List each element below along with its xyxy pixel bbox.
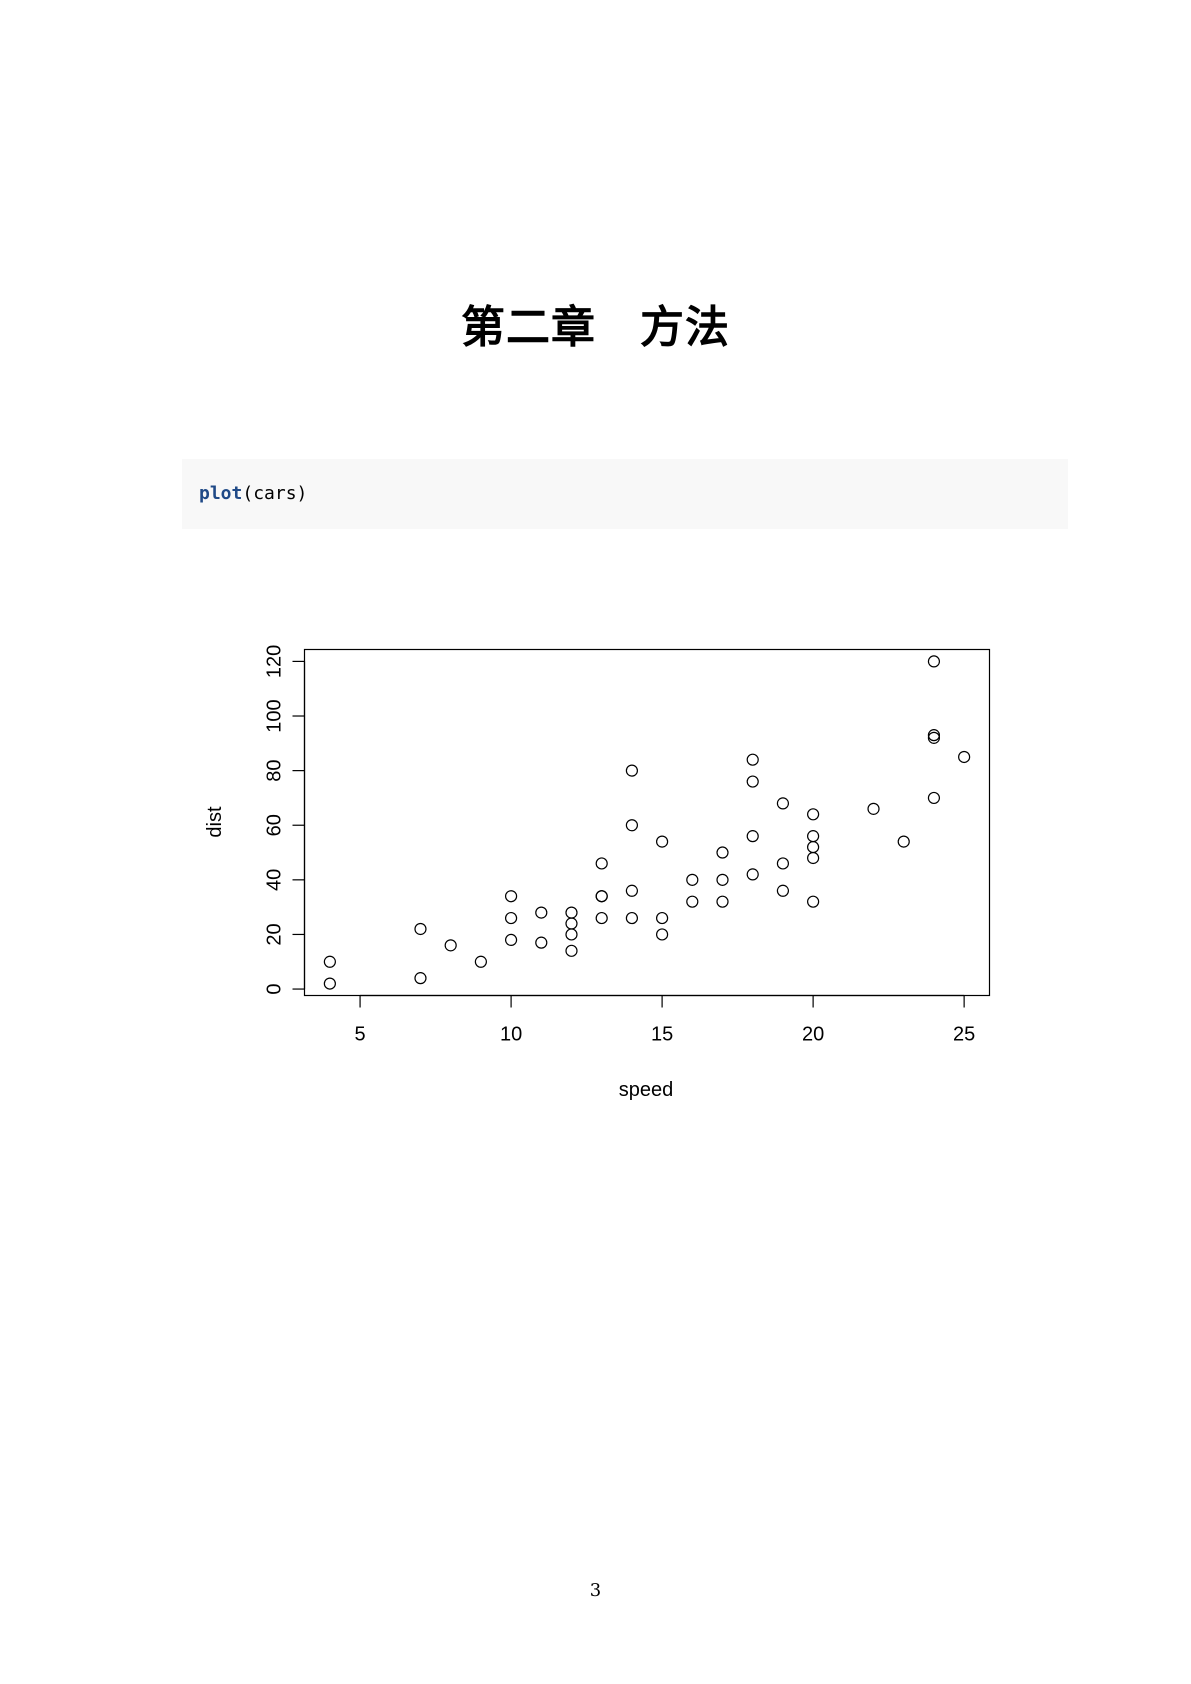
data-point <box>656 835 669 848</box>
code-function: plot <box>199 483 243 504</box>
data-point <box>504 890 518 903</box>
y-tick-label: 0 <box>264 983 286 994</box>
data-point <box>535 936 548 949</box>
data-point <box>807 808 820 821</box>
data-point <box>414 972 427 985</box>
data-point <box>565 917 578 930</box>
y-tick-label: 40 <box>264 869 286 891</box>
data-point <box>595 890 608 903</box>
data-point <box>504 911 518 925</box>
chapter-name: 方法 <box>640 302 730 353</box>
y-tick-label: 100 <box>264 699 286 732</box>
page-number: 3 <box>589 1580 602 1601</box>
scatter-plot: 5 10 15 20 25 0 20 40 60 80 100 120 speed dist <box>204 645 991 1101</box>
data-point <box>776 884 790 897</box>
data-point <box>656 928 669 941</box>
x-tick-label: 15 <box>651 1024 673 1046</box>
data-point <box>927 729 941 742</box>
data-point <box>565 906 578 919</box>
data-points <box>323 655 971 990</box>
x-tick-label: 5 <box>355 1024 366 1046</box>
data-point <box>927 655 941 668</box>
data-point <box>595 911 608 925</box>
data-point <box>474 955 487 968</box>
code-arguments: (cars) <box>242 483 308 504</box>
data-point <box>414 922 427 936</box>
data-point <box>565 944 578 957</box>
data-point <box>444 939 457 952</box>
data-point <box>625 819 638 832</box>
data-point <box>323 955 336 968</box>
data-point <box>807 840 820 854</box>
data-point <box>927 791 941 805</box>
x-axis-label: speed <box>619 1079 674 1101</box>
data-point <box>776 797 790 810</box>
x-tick-label: 25 <box>953 1024 975 1046</box>
data-point <box>716 846 729 859</box>
data-point <box>807 895 820 908</box>
data-point <box>807 830 820 843</box>
y-tick-label: 120 <box>264 645 286 678</box>
data-point <box>625 884 638 897</box>
data-point <box>656 911 669 925</box>
data-point <box>776 857 790 870</box>
code-block: plot(cars) <box>182 459 1068 529</box>
data-point <box>746 830 759 843</box>
data-point <box>595 857 608 870</box>
data-point <box>565 928 578 941</box>
chapter-title: 第二章 方法 <box>0 298 1191 358</box>
data-point <box>897 835 910 848</box>
data-point <box>807 851 820 865</box>
data-point <box>504 933 518 947</box>
data-point <box>746 868 759 881</box>
plot-frame <box>303 648 991 997</box>
data-point <box>746 753 759 766</box>
y-axis-label: dist <box>204 806 226 838</box>
data-point <box>746 775 759 788</box>
data-point <box>323 977 336 990</box>
data-point <box>867 802 880 815</box>
y-tick-label: 80 <box>264 759 286 781</box>
data-point <box>686 895 699 908</box>
y-axis: 0 20 40 60 80 100 120 <box>264 645 306 995</box>
x-tick-label: 20 <box>802 1024 824 1046</box>
x-tick-label: 10 <box>500 1024 522 1046</box>
data-point <box>716 873 729 886</box>
data-point <box>625 764 638 777</box>
y-tick-label: 20 <box>264 923 286 945</box>
data-point <box>535 906 548 919</box>
data-point <box>927 731 941 744</box>
data-point <box>686 873 699 886</box>
data-point <box>716 895 729 908</box>
chapter-number: 第二章 <box>461 302 596 353</box>
x-axis: 5 10 15 20 25 <box>355 994 975 1046</box>
data-point <box>958 750 971 764</box>
data-point <box>625 911 638 925</box>
y-tick-label: 60 <box>264 814 286 836</box>
